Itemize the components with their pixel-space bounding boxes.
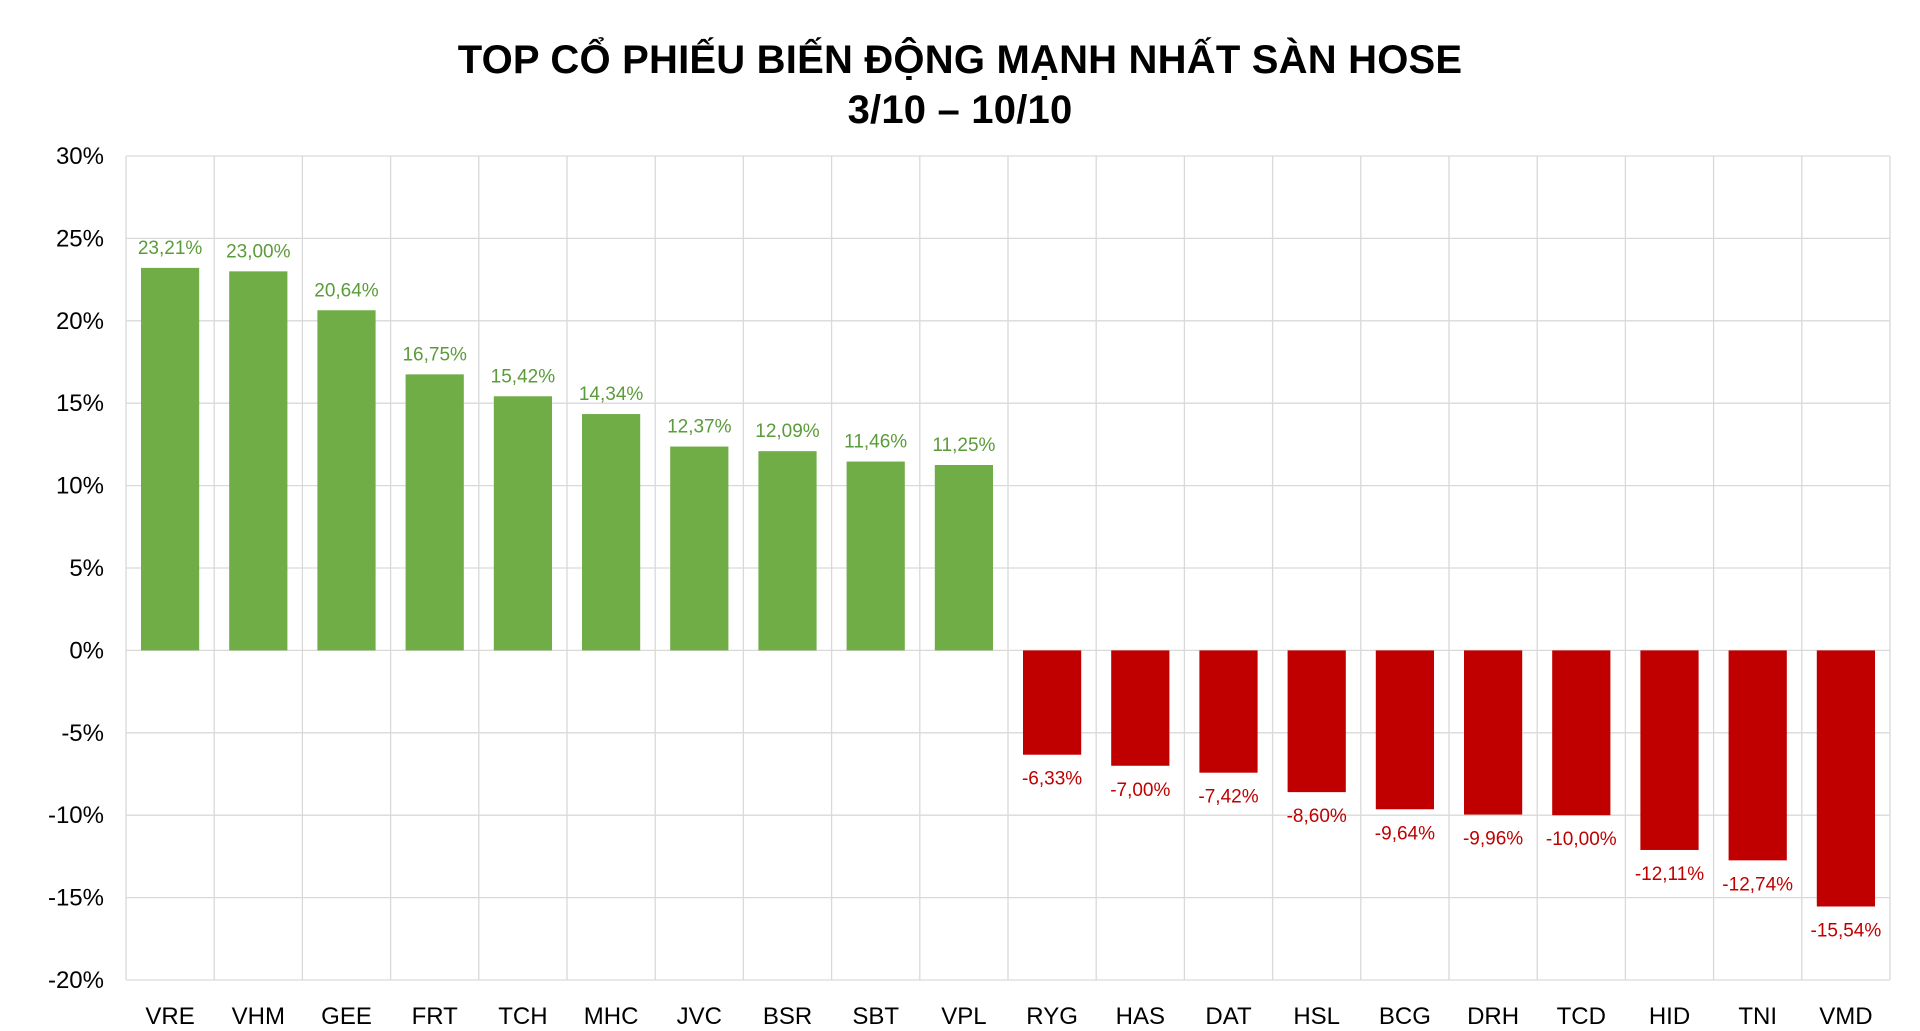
x-category-label: JVC bbox=[677, 1003, 722, 1030]
x-category-label: BCG bbox=[1379, 1003, 1431, 1030]
bar-vpl bbox=[934, 465, 994, 651]
y-tick-label: -10% bbox=[48, 802, 104, 829]
bar-ryg bbox=[1022, 650, 1082, 755]
data-label-mhc: 14,34% bbox=[579, 384, 644, 405]
data-labels: 23,21% 23,00% 20,64% 16,75% 15,42% 14,34% 12,3… bbox=[138, 238, 1882, 942]
data-label-has: -7,00% bbox=[1110, 780, 1170, 801]
bar-bcg bbox=[1375, 650, 1435, 810]
y-tick-label: -20% bbox=[48, 967, 104, 994]
x-category-label: VMD bbox=[1819, 1003, 1872, 1030]
y-tick-label: 5% bbox=[69, 555, 104, 582]
x-category-label: RYG bbox=[1026, 1003, 1078, 1030]
data-label-bsr: 12,09% bbox=[755, 421, 820, 442]
x-category-label: DAT bbox=[1205, 1003, 1252, 1030]
bars bbox=[140, 267, 1876, 907]
y-tick-label: 30% bbox=[56, 143, 104, 170]
x-category-label: TCD bbox=[1557, 1003, 1606, 1030]
x-category-label: SBT bbox=[852, 1003, 899, 1030]
x-category-label: VHM bbox=[232, 1003, 285, 1030]
bar-hid bbox=[1640, 650, 1699, 850]
y-tick-label: -5% bbox=[61, 720, 104, 747]
x-category-label: MHC bbox=[584, 1003, 639, 1030]
bar-vhm bbox=[229, 271, 288, 651]
bar-tcd bbox=[1552, 650, 1611, 816]
data-label-jvc: 12,37% bbox=[667, 417, 732, 438]
data-label-frt: 16,75% bbox=[402, 344, 467, 365]
bar-drh bbox=[1463, 650, 1523, 815]
data-label-tcd: -10,00% bbox=[1546, 829, 1617, 850]
x-axis-categories: VRE VHM GEE FRT TCH MHC JVC BSR SBT VPL RYG HAS DAT H… bbox=[145, 1003, 1872, 1030]
x-category-label: GEE bbox=[321, 1003, 372, 1030]
data-label-vre: 23,21% bbox=[138, 238, 203, 259]
x-category-label: DRH bbox=[1467, 1003, 1519, 1030]
data-label-hsl: -8,60% bbox=[1287, 806, 1347, 827]
data-label-vhm: 23,00% bbox=[226, 241, 291, 262]
data-label-dat: -7,42% bbox=[1198, 787, 1258, 808]
x-category-label: VPL bbox=[941, 1003, 986, 1030]
bar-dat bbox=[1199, 650, 1258, 773]
y-tick-label: -15% bbox=[48, 885, 104, 912]
bar-has bbox=[1111, 650, 1170, 766]
bar-tch bbox=[493, 396, 553, 651]
x-category-label: FRT bbox=[412, 1003, 459, 1030]
y-tick-label: 0% bbox=[69, 637, 104, 664]
bar-sbt bbox=[846, 461, 905, 651]
y-tick-label: 15% bbox=[56, 390, 104, 417]
bar-vmd bbox=[1816, 650, 1876, 907]
x-category-label: HID bbox=[1649, 1003, 1690, 1030]
data-label-ryg: -6,33% bbox=[1022, 769, 1082, 790]
y-tick-label: 10% bbox=[56, 473, 104, 500]
data-label-tch: 15,42% bbox=[491, 366, 556, 387]
data-label-tni: -12,74% bbox=[1722, 874, 1793, 895]
x-category-label: TNI bbox=[1738, 1003, 1777, 1030]
x-category-label: HAS bbox=[1116, 1003, 1165, 1030]
data-label-drh: -9,96% bbox=[1463, 829, 1523, 850]
data-label-vpl: 11,25% bbox=[932, 435, 995, 456]
bar-gee bbox=[317, 310, 376, 651]
x-category-label: BSR bbox=[763, 1003, 812, 1030]
data-label-vmd: -15,54% bbox=[1811, 920, 1882, 941]
x-category-label: TCH bbox=[498, 1003, 547, 1030]
bar-mhc bbox=[581, 414, 641, 651]
bar-tni bbox=[1728, 650, 1787, 861]
y-tick-label: 20% bbox=[56, 308, 104, 335]
data-label-hid: -12,11% bbox=[1635, 864, 1704, 885]
x-category-label: HSL bbox=[1293, 1003, 1340, 1030]
bar-jvc bbox=[670, 446, 729, 651]
bar-bsr bbox=[758, 451, 817, 651]
data-label-sbt: 11,46% bbox=[844, 432, 907, 453]
data-label-gee: 20,64% bbox=[314, 280, 379, 301]
y-axis-ticks: 30% 25% 20% 15% 10% 5% 0% -5% -10% -15% -20% bbox=[48, 143, 104, 994]
chart-title: TOP CỔ PHIẾU BIẾN ĐỘNG MẠNH NHẤT SÀN HOS… bbox=[457, 38, 1463, 82]
grid-lines bbox=[125, 155, 1891, 981]
data-label-bcg: -9,64% bbox=[1375, 823, 1435, 844]
chart-subtitle: 3/10 – 10/10 bbox=[847, 88, 1073, 132]
bar-vre bbox=[140, 267, 200, 651]
x-category-label: VRE bbox=[145, 1003, 194, 1030]
y-tick-label: 25% bbox=[56, 225, 104, 252]
bar-hsl bbox=[1287, 650, 1346, 793]
bar-frt bbox=[405, 374, 464, 651]
